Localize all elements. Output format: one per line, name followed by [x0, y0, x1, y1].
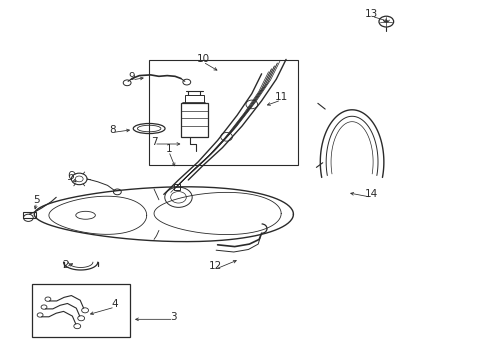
Text: 10: 10	[196, 54, 209, 64]
Text: 14: 14	[364, 189, 378, 199]
Text: 9: 9	[128, 72, 135, 82]
Bar	[32, 284, 129, 337]
Text: 13: 13	[364, 9, 378, 19]
Text: 3: 3	[170, 312, 177, 322]
Text: 7: 7	[150, 137, 157, 147]
Text: 11: 11	[274, 92, 287, 102]
Text: 8: 8	[109, 125, 116, 135]
Text: 1: 1	[165, 144, 172, 154]
Text: 12: 12	[208, 261, 222, 271]
Text: 2: 2	[62, 260, 69, 270]
Text: 4: 4	[111, 299, 118, 309]
Text: 5: 5	[33, 195, 40, 205]
Text: 6: 6	[67, 171, 74, 181]
Bar	[149, 60, 298, 165]
